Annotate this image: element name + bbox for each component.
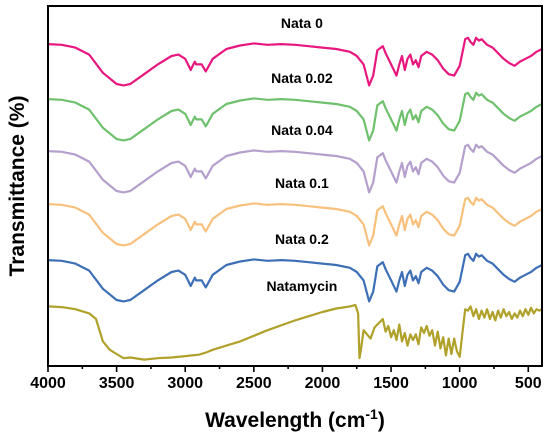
x-tick-label-2500: 2500 xyxy=(236,375,272,392)
trace-nata-0-02 xyxy=(46,91,544,142)
trace-nata-0-1 xyxy=(46,196,544,247)
x-tick-group: 4000 3500 3000 2500 2000 1500 1000 500 xyxy=(30,366,542,392)
series-label-nata-0-02: Nata 0.02 xyxy=(271,70,333,86)
trace-natamycin xyxy=(46,303,544,361)
y-axis-title: Transmittance (%) xyxy=(6,96,29,277)
series-label-nata-0: Nata 0 xyxy=(281,15,323,31)
x-tick-label-500: 500 xyxy=(515,375,542,392)
series-label-natamycin: Natamycin xyxy=(266,278,337,294)
trace-nata-0-04 xyxy=(46,143,544,194)
x-axis-title-main: Wavelength (cm xyxy=(205,409,365,432)
series-label-nata-0-1: Nata 0.1 xyxy=(275,175,329,191)
x-tick-label-1500: 1500 xyxy=(373,375,409,392)
trace-nata-0-2 xyxy=(46,252,544,303)
x-tick-label-3500: 3500 xyxy=(99,375,135,392)
x-axis-title: Wavelength (cm-1) xyxy=(205,406,385,432)
x-axis-title-close: ) xyxy=(378,409,385,432)
x-axis-title-superscript: -1 xyxy=(365,406,378,422)
plot-frame xyxy=(47,5,543,367)
trace-group xyxy=(46,36,544,361)
series-label-nata-0-2: Nata 0.2 xyxy=(275,231,329,247)
trace-nata-0 xyxy=(46,36,544,87)
x-tick-label-3000: 3000 xyxy=(167,375,203,392)
x-tick-label-2000: 2000 xyxy=(305,375,341,392)
series-label-nata-0-04: Nata 0.04 xyxy=(271,122,333,138)
x-tick-label-4000: 4000 xyxy=(30,375,66,392)
x-tick-label-1000: 1000 xyxy=(442,375,478,392)
series-label-group: Nata 0 Nata 0.02 Nata 0.04 Nata 0.1 Nata 0.2… xyxy=(266,15,337,294)
